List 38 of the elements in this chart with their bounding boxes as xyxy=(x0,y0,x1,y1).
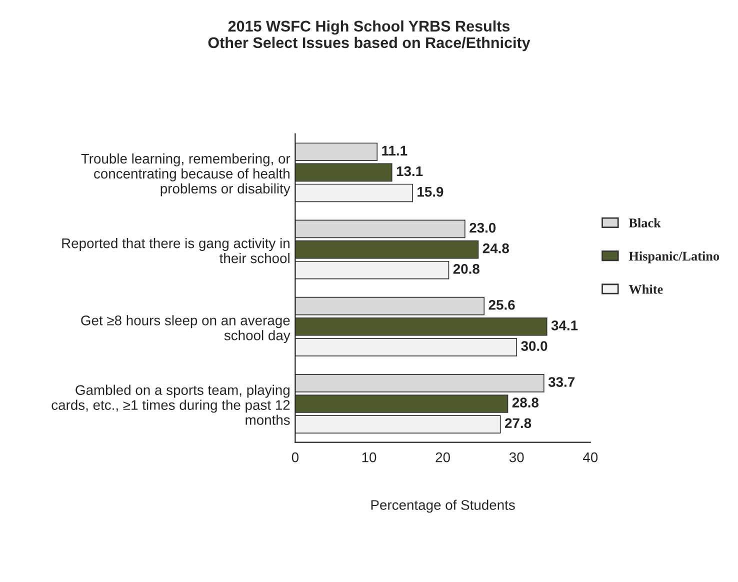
x-tick-label: 20 xyxy=(436,452,450,462)
bar xyxy=(295,163,392,182)
bar xyxy=(295,415,501,434)
bar xyxy=(295,374,544,392)
data-label: 25.6 xyxy=(488,300,515,310)
data-label: 34.1 xyxy=(551,320,578,330)
bar xyxy=(295,296,485,316)
bar xyxy=(295,220,466,238)
y-tick-label: Gambled on a sports team, playing cards, etc., ≥1 times during the past 12 months xyxy=(52,384,290,425)
data-label: 24.8 xyxy=(482,243,509,254)
bar xyxy=(295,394,508,413)
data-label: 28.8 xyxy=(512,398,539,408)
data-label: 23.0 xyxy=(470,222,496,233)
data-label: 20.8 xyxy=(453,264,480,274)
data-label: 27.8 xyxy=(505,418,532,428)
x-tick-label: 10 xyxy=(362,452,376,462)
data-label: 30.0 xyxy=(521,341,548,351)
bar xyxy=(295,260,450,280)
bar xyxy=(295,142,378,162)
x-tick-label: 30 xyxy=(509,452,524,462)
bar xyxy=(295,338,518,356)
legend-label: Black xyxy=(628,218,661,228)
y-tick-label: Reported that there is gang activity in their school xyxy=(62,238,290,264)
data-label: 11.1 xyxy=(382,146,408,156)
bar xyxy=(295,184,413,202)
data-label: 15.9 xyxy=(418,186,444,197)
y-tick-label: Get ≥8 hours sleep on an average school day xyxy=(81,315,290,344)
legend-label: White xyxy=(628,284,663,294)
data-label: 13.1 xyxy=(396,166,423,176)
bar xyxy=(295,317,548,336)
legend-label: Hispanic/Latino xyxy=(628,251,720,264)
x-tick-label: 0 xyxy=(292,452,299,462)
x-axis-title: Percentage of Students xyxy=(371,500,515,513)
bar xyxy=(295,240,479,259)
data-label: 33.7 xyxy=(548,377,574,387)
x-tick-label: 40 xyxy=(582,452,598,462)
chart-title: 2015 WSFC High School YRBS Results Other Select Issues based on Race/Ethnicity xyxy=(208,20,530,52)
y-tick-label: Trouble learning, remembering, or concentrating because of health problems or disability xyxy=(81,153,290,196)
